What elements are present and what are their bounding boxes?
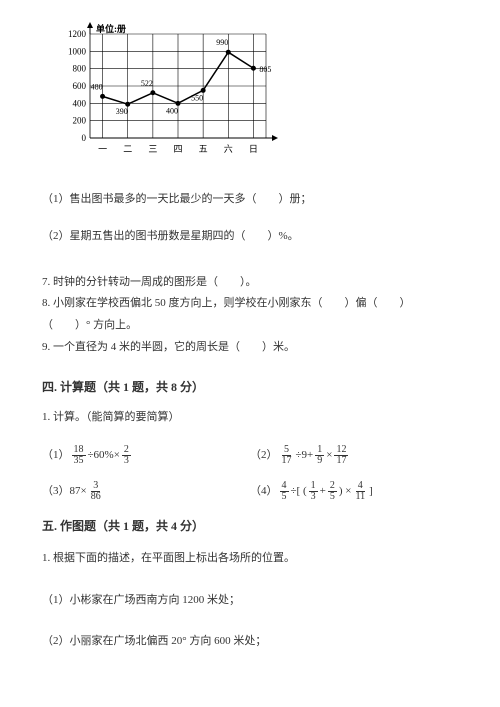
calc-item-3: （3）87× 386 [42,481,250,503]
svg-text:390: 390 [116,107,128,116]
svg-text:三: 三 [148,144,157,154]
chart-question-1: （1）售出图书最多的一天比最少的一天多（ ）册； [42,191,458,209]
svg-text:400: 400 [166,106,178,115]
svg-text:六: 六 [224,143,233,154]
calc-label: （4） [250,483,278,501]
svg-text:1200: 1200 [68,29,87,39]
draw-item-1: （1）小彬家在广场西南方向 1200 米处； [42,592,458,610]
svg-text:522: 522 [141,79,153,88]
svg-text:0: 0 [82,133,87,143]
calc-row-2: （3）87× 386 （4） 45 ÷[ ( 13 + 25 ) × 411 ] [42,481,458,503]
section-4-sub: 1. 计算。（能简算的要简算） [42,409,458,427]
question-8-line2: （ ）° 方向上。 [42,317,458,335]
fraction: 517 [280,445,294,467]
svg-text:800: 800 [73,64,87,74]
calc-mid: + [320,483,326,501]
calc-mid: ) × [339,483,352,501]
draw-item-2: （2）小丽家在广场北偏西 20° 方向 600 米处； [42,633,458,651]
calc-label: （2） [250,447,278,465]
calc-label: （1） [42,447,70,465]
fraction: 386 [89,481,103,503]
svg-text:400: 400 [73,98,87,108]
svg-text:五: 五 [199,144,208,154]
calc-mid: ÷60%× [88,447,120,465]
question-9: 9. 一个直径为 4 米的半圆，它的周长是（ ）米。 [42,339,458,357]
fraction: 13 [309,481,318,503]
svg-text:200: 200 [73,116,87,126]
calc-item-1: （1） 1835 ÷60%× 23 [42,445,250,467]
fraction: 411 [353,481,367,503]
calc-mid: ÷9+ [296,447,314,465]
svg-text:日: 日 [249,144,258,154]
svg-text:1000: 1000 [68,46,87,56]
svg-text:四: 四 [173,144,182,154]
fraction: 23 [122,445,131,467]
svg-text:990: 990 [216,38,228,47]
calc-label: （3）87× [42,483,87,501]
section-5-sub: 1. 根据下面的描述，在平面图上标出各场所的位置。 [42,550,458,568]
question-8-line1: 8. 小刚家在学校西偏北 50 度方向上，则学校在小刚家东（ ）偏（ ） [42,295,458,313]
svg-text:480: 480 [91,82,103,91]
calc-item-4: （4） 45 ÷[ ( 13 + 25 ) × 411 ] [250,481,458,503]
calc-tail: ] [369,483,373,501]
calc-mid: × [326,447,332,465]
svg-text:单位:册: 单位:册 [96,23,126,34]
fraction: 25 [328,481,337,503]
fraction: 1217 [334,445,348,467]
chart-question-2: （2）星期五售出的图书册数是星期四的（ ）%。 [42,228,458,246]
fraction: 1835 [72,445,86,467]
fraction: 45 [280,481,289,503]
book-sales-chart: 0 200 400 600 800 1000 1200 一 二 三 四 五 六 日 单位:册 480 390 52… [54,20,458,167]
section-4-title: 四. 计算题（共 1 题，共 8 分） [42,378,458,397]
calc-item-2: （2） 517 ÷9+ 19 × 1217 [250,445,458,467]
svg-text:一: 一 [98,144,107,154]
svg-text:550: 550 [191,93,203,102]
svg-text:600: 600 [73,81,87,91]
calc-mid: ÷[ ( [291,483,307,501]
section-5-title: 五. 作图题（共 1 题，共 4 分） [42,517,458,536]
question-7: 7. 时钟的分针转动一周成的图形是（ ）。 [42,274,458,292]
fraction: 19 [315,445,324,467]
calc-row-1: （1） 1835 ÷60%× 23 （2） 517 ÷9+ 19 × 1217 [42,445,458,467]
svg-text:805: 805 [259,65,271,74]
svg-text:二: 二 [123,144,132,154]
